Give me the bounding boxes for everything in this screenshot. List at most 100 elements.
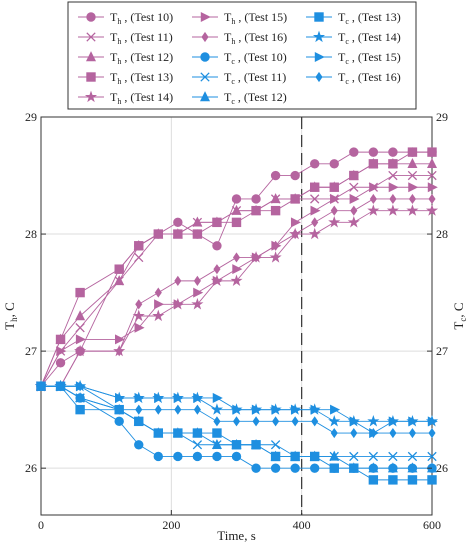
data-point [193, 404, 201, 415]
data-point [173, 217, 183, 228]
legend-marker [85, 51, 97, 62]
legend-entry: Th , (Test 11) [78, 30, 173, 46]
legend-entry: Tc , (Test 14) [306, 30, 401, 46]
y-right-tick-label: 27 [436, 344, 448, 358]
data-point [232, 252, 241, 263]
data-point [407, 475, 418, 485]
legend-entry: Th , (Test 16) [192, 30, 287, 46]
y-left-tick-label: 27 [25, 344, 37, 358]
data-point [290, 217, 301, 228]
data-point [270, 170, 281, 181]
data-point [251, 205, 261, 216]
data-point [135, 299, 143, 310]
data-point [231, 194, 242, 204]
data-point [192, 216, 203, 227]
data-point [388, 475, 398, 485]
data-point [407, 147, 418, 157]
data-point [290, 170, 300, 181]
data-point [310, 451, 320, 462]
data-point [193, 392, 204, 403]
data-point [290, 404, 301, 415]
legend-marker [201, 31, 209, 43]
legend-label: Tc , (Test 14) [338, 30, 401, 46]
series-cold-16 [37, 381, 436, 439]
data-point [212, 428, 222, 438]
data-point [192, 451, 203, 462]
data-point [427, 170, 437, 181]
data-point [174, 275, 182, 286]
data-point [56, 381, 65, 392]
data-point [134, 416, 144, 427]
data-point [212, 392, 223, 403]
data-point [132, 309, 145, 322]
data-point [251, 463, 261, 473]
y-axis-left-label: Th, C [2, 302, 19, 330]
data-point [347, 215, 360, 228]
data-point [311, 416, 319, 427]
legend-label: Th , (Test 16) [224, 30, 287, 46]
data-point [114, 264, 124, 274]
data-point [152, 309, 165, 322]
y-left-label-unit: , C [2, 302, 17, 317]
legend-label: Tc , (Test 12) [224, 90, 287, 106]
data-point [115, 392, 126, 403]
data-point [388, 451, 398, 462]
legend-marker [314, 12, 324, 22]
data-point [330, 205, 338, 216]
data-point [349, 193, 360, 204]
data-point [408, 193, 417, 205]
legend-marker [200, 52, 210, 62]
data-point [388, 416, 399, 427]
data-point [270, 463, 281, 473]
data-point [428, 427, 436, 439]
data-point [427, 182, 438, 193]
legend-label: Tc , (Test 13) [338, 10, 401, 26]
data-point [406, 204, 419, 216]
legend-marker [200, 11, 211, 23]
legend-label: Th , (Test 14) [110, 90, 173, 106]
data-point [272, 240, 280, 251]
data-point [192, 229, 203, 239]
legend-label: Tc , (Test 10) [224, 50, 287, 66]
legend-entry: Th , (Test 13) [78, 70, 173, 86]
legend-marker [86, 72, 96, 82]
legend-label: Th , (Test 12) [110, 50, 173, 66]
data-point [193, 275, 201, 286]
data-point [270, 193, 281, 204]
data-point [213, 264, 221, 275]
data-point [310, 404, 321, 415]
data-point [329, 182, 339, 192]
data-point [369, 427, 377, 439]
data-point [368, 451, 379, 462]
data-point [308, 227, 321, 240]
data-point [154, 392, 165, 403]
data-point [426, 462, 438, 473]
data-point [251, 404, 262, 415]
data-point [252, 416, 260, 427]
data-point [269, 251, 282, 263]
data-point [173, 299, 184, 310]
data-point [75, 392, 86, 403]
data-point [270, 451, 281, 462]
data-point [115, 404, 123, 415]
data-point [330, 427, 338, 439]
data-point [115, 346, 123, 357]
y-right-tick-label: 29 [436, 110, 448, 124]
legend: Th , (Test 10) Th , (Test 11) Th , (Test 1… [78, 10, 401, 106]
data-point [426, 158, 438, 169]
data-point [389, 193, 397, 205]
legend-label: Th , (Test 15) [224, 10, 287, 26]
data-point [210, 403, 224, 415]
y-right-label-sub: c [458, 318, 468, 322]
data-point [290, 451, 300, 462]
legend-label: Th , (Test 13) [110, 70, 173, 86]
legend-entry: Tc , (Test 16) [306, 70, 401, 86]
data-point [270, 205, 281, 216]
data-point [310, 463, 320, 473]
x-tick-label: 600 [423, 518, 441, 532]
legend-marker [200, 72, 210, 82]
data-point [388, 170, 398, 181]
data-point [387, 462, 398, 473]
data-point [55, 358, 66, 368]
data-point [349, 170, 359, 181]
